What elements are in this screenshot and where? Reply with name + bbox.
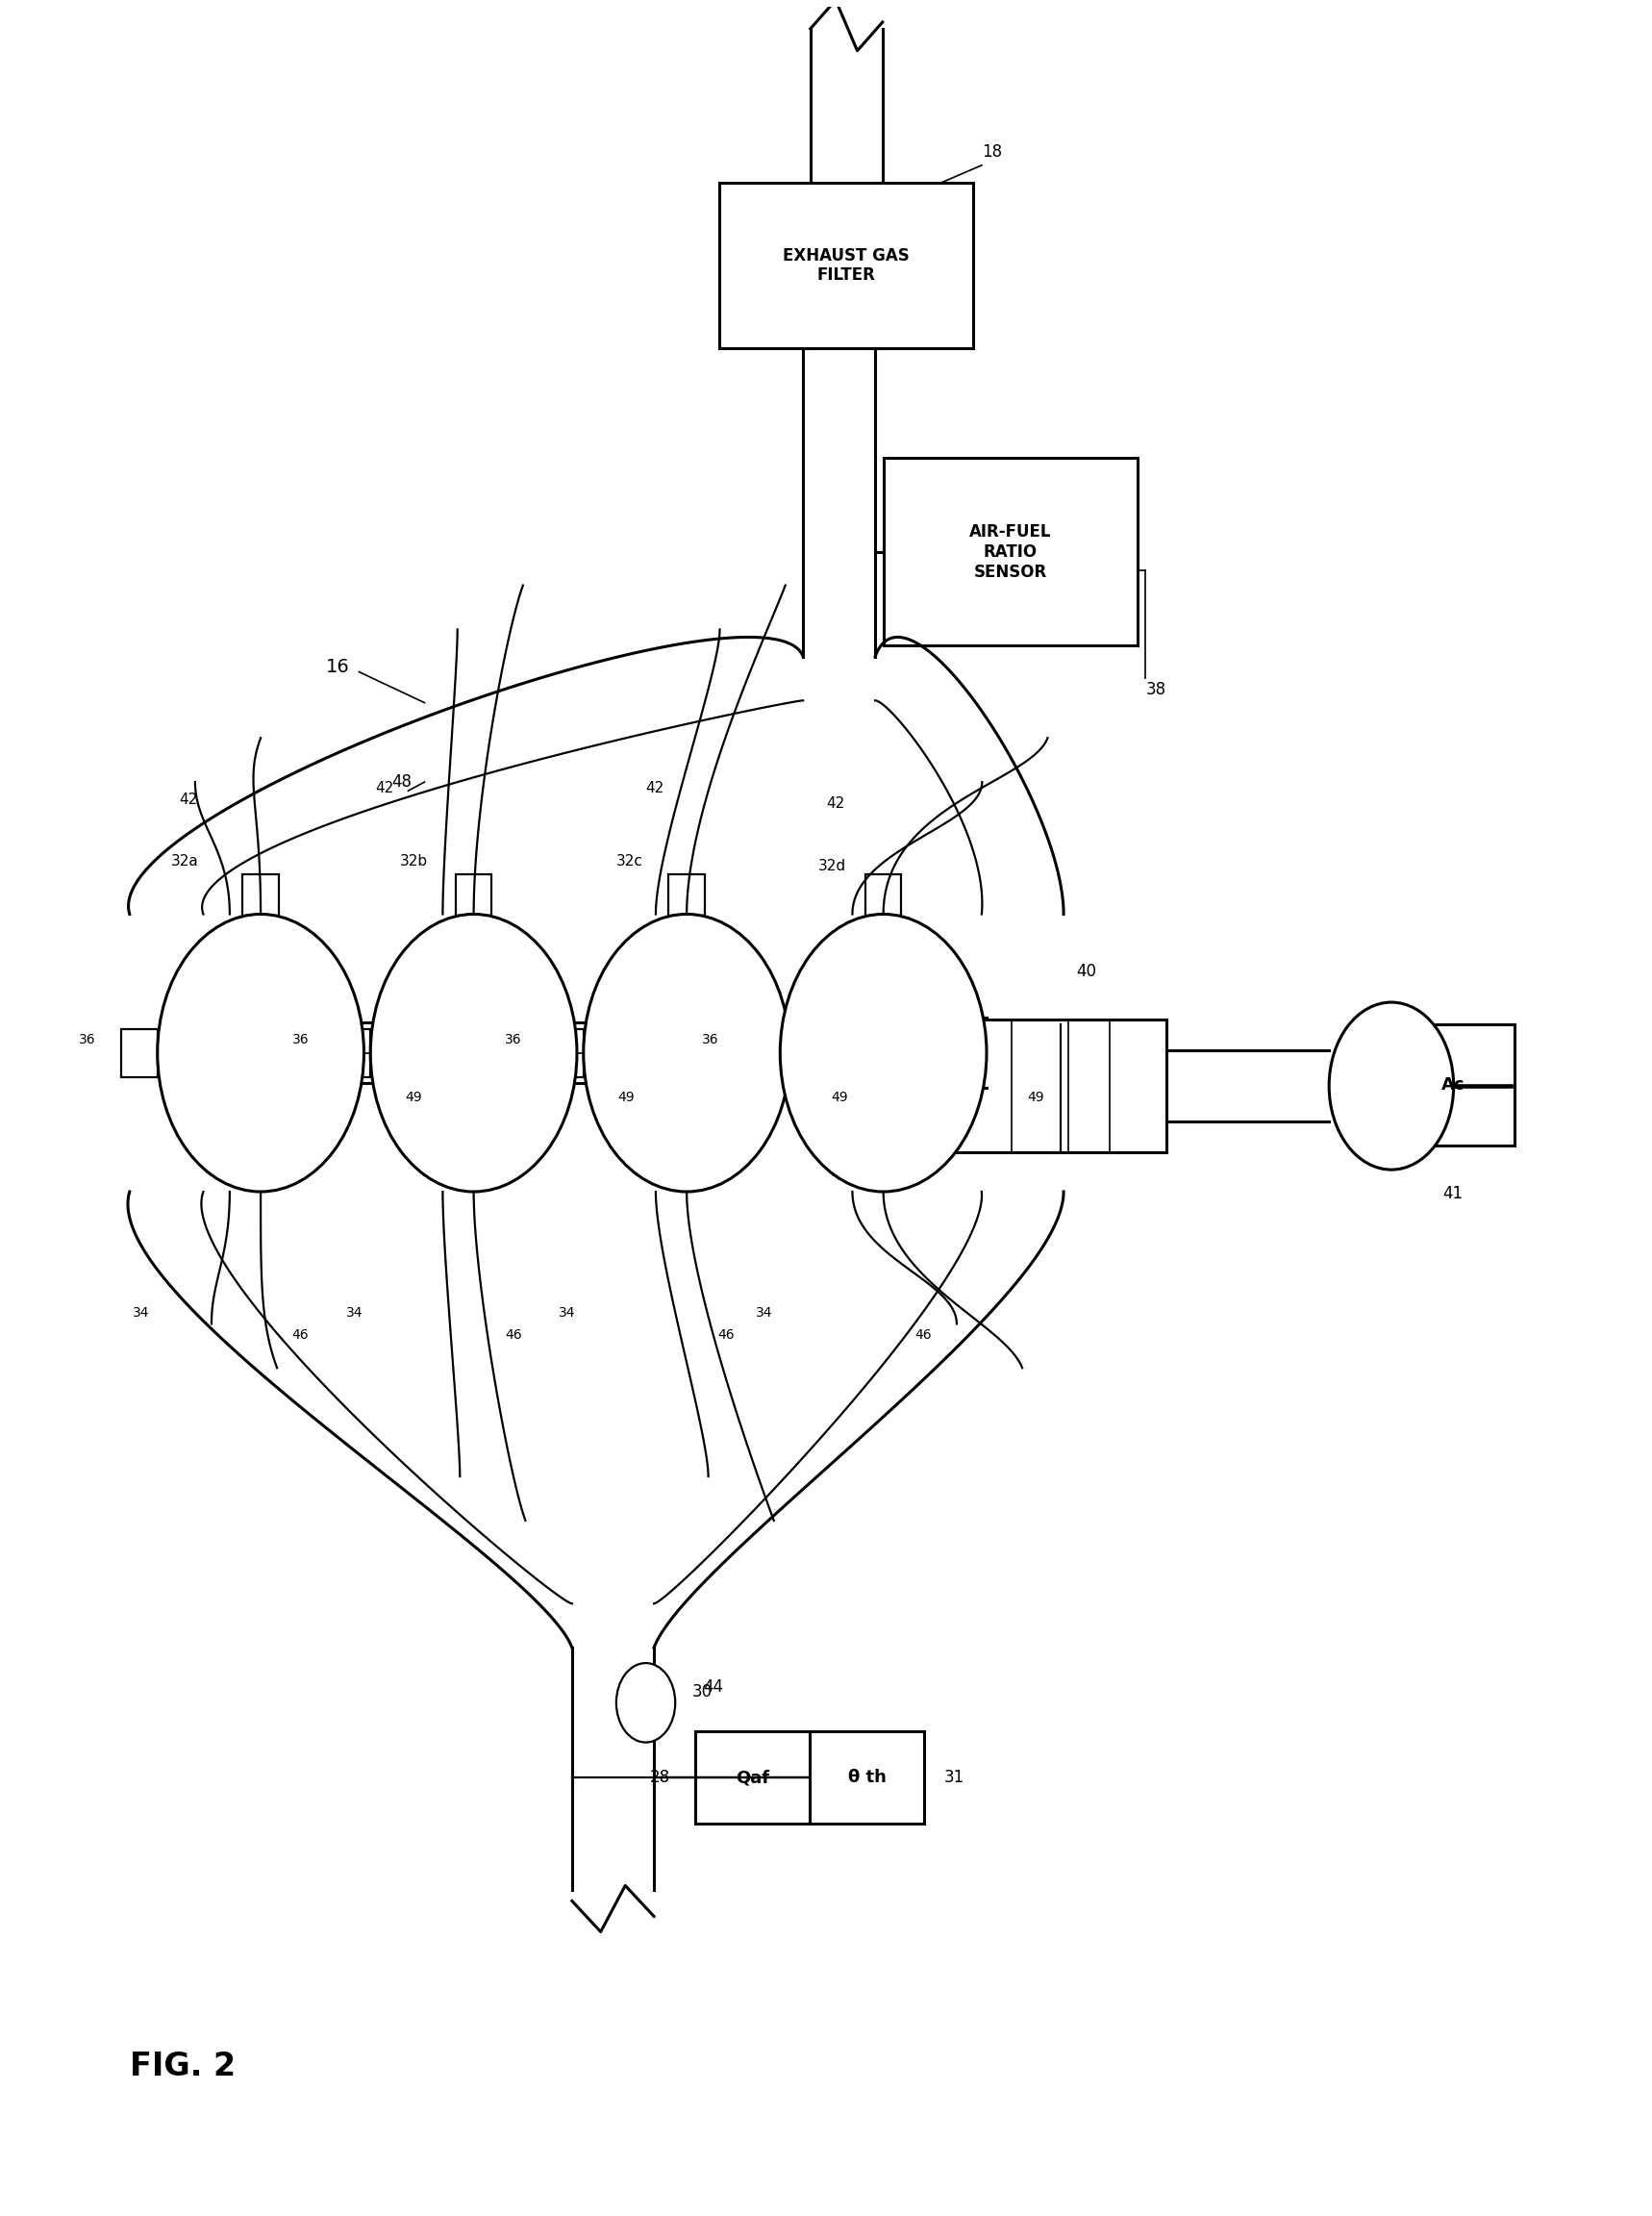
FancyBboxPatch shape xyxy=(995,1028,1031,1077)
Circle shape xyxy=(780,915,986,1192)
FancyBboxPatch shape xyxy=(695,1731,809,1824)
Circle shape xyxy=(583,915,790,1192)
Text: 42: 42 xyxy=(375,782,393,796)
Text: 44: 44 xyxy=(704,1680,724,1695)
FancyBboxPatch shape xyxy=(743,1028,780,1077)
Text: 32a: 32a xyxy=(170,853,198,869)
FancyBboxPatch shape xyxy=(334,1028,370,1077)
Text: 46: 46 xyxy=(504,1327,522,1341)
Text: EXHAUST GAS
FILTER: EXHAUST GAS FILTER xyxy=(783,246,910,284)
Text: 32c: 32c xyxy=(616,853,643,869)
Text: 31: 31 xyxy=(943,1768,965,1786)
FancyBboxPatch shape xyxy=(1391,1024,1515,1146)
Text: 34: 34 xyxy=(345,1305,362,1319)
Text: AIR-FUEL
RATIO
SENSOR: AIR-FUEL RATIO SENSOR xyxy=(970,523,1051,581)
Text: 46: 46 xyxy=(717,1327,735,1341)
Text: 49: 49 xyxy=(1028,1090,1044,1104)
Text: 36: 36 xyxy=(702,1033,719,1046)
Text: 49: 49 xyxy=(618,1090,634,1104)
Text: 40: 40 xyxy=(1077,962,1097,979)
FancyBboxPatch shape xyxy=(953,1019,1166,1152)
Text: FIG. 2: FIG. 2 xyxy=(129,2050,236,2083)
Circle shape xyxy=(616,1662,676,1742)
Circle shape xyxy=(1330,1002,1454,1170)
Text: 34: 34 xyxy=(755,1305,771,1319)
Text: 41: 41 xyxy=(1442,1186,1464,1203)
Text: 38: 38 xyxy=(1145,680,1166,698)
Text: 34: 34 xyxy=(558,1305,575,1319)
FancyBboxPatch shape xyxy=(720,184,973,348)
Text: 32b: 32b xyxy=(400,853,428,869)
Text: Qaf: Qaf xyxy=(735,1768,770,1786)
Text: θ th: θ th xyxy=(847,1768,885,1786)
Text: 36: 36 xyxy=(506,1033,522,1046)
Circle shape xyxy=(157,915,363,1192)
Text: 36: 36 xyxy=(292,1033,309,1046)
FancyBboxPatch shape xyxy=(547,1028,583,1077)
Text: 46: 46 xyxy=(914,1327,932,1341)
FancyBboxPatch shape xyxy=(809,1731,925,1824)
Text: Ac: Ac xyxy=(1441,1077,1465,1092)
FancyBboxPatch shape xyxy=(884,459,1137,645)
Text: 49: 49 xyxy=(405,1090,421,1104)
Text: 48: 48 xyxy=(392,773,411,791)
Text: 18: 18 xyxy=(981,144,1003,162)
Text: 46: 46 xyxy=(292,1327,309,1341)
Text: 28: 28 xyxy=(649,1768,671,1786)
Circle shape xyxy=(370,915,577,1192)
FancyBboxPatch shape xyxy=(669,875,705,935)
FancyBboxPatch shape xyxy=(121,1028,157,1077)
Text: 42: 42 xyxy=(826,798,844,811)
FancyBboxPatch shape xyxy=(585,1028,621,1077)
FancyBboxPatch shape xyxy=(866,875,902,935)
Text: 42: 42 xyxy=(178,793,197,807)
Text: 30: 30 xyxy=(692,1682,712,1700)
FancyBboxPatch shape xyxy=(456,875,492,935)
Text: 49: 49 xyxy=(831,1090,847,1104)
Text: 42: 42 xyxy=(646,782,664,796)
FancyBboxPatch shape xyxy=(798,1028,834,1077)
Text: 32d: 32d xyxy=(818,858,846,873)
Text: 36: 36 xyxy=(79,1033,96,1046)
Text: 34: 34 xyxy=(132,1305,149,1319)
FancyBboxPatch shape xyxy=(372,1028,408,1077)
FancyBboxPatch shape xyxy=(243,875,279,935)
Text: 16: 16 xyxy=(325,658,350,676)
